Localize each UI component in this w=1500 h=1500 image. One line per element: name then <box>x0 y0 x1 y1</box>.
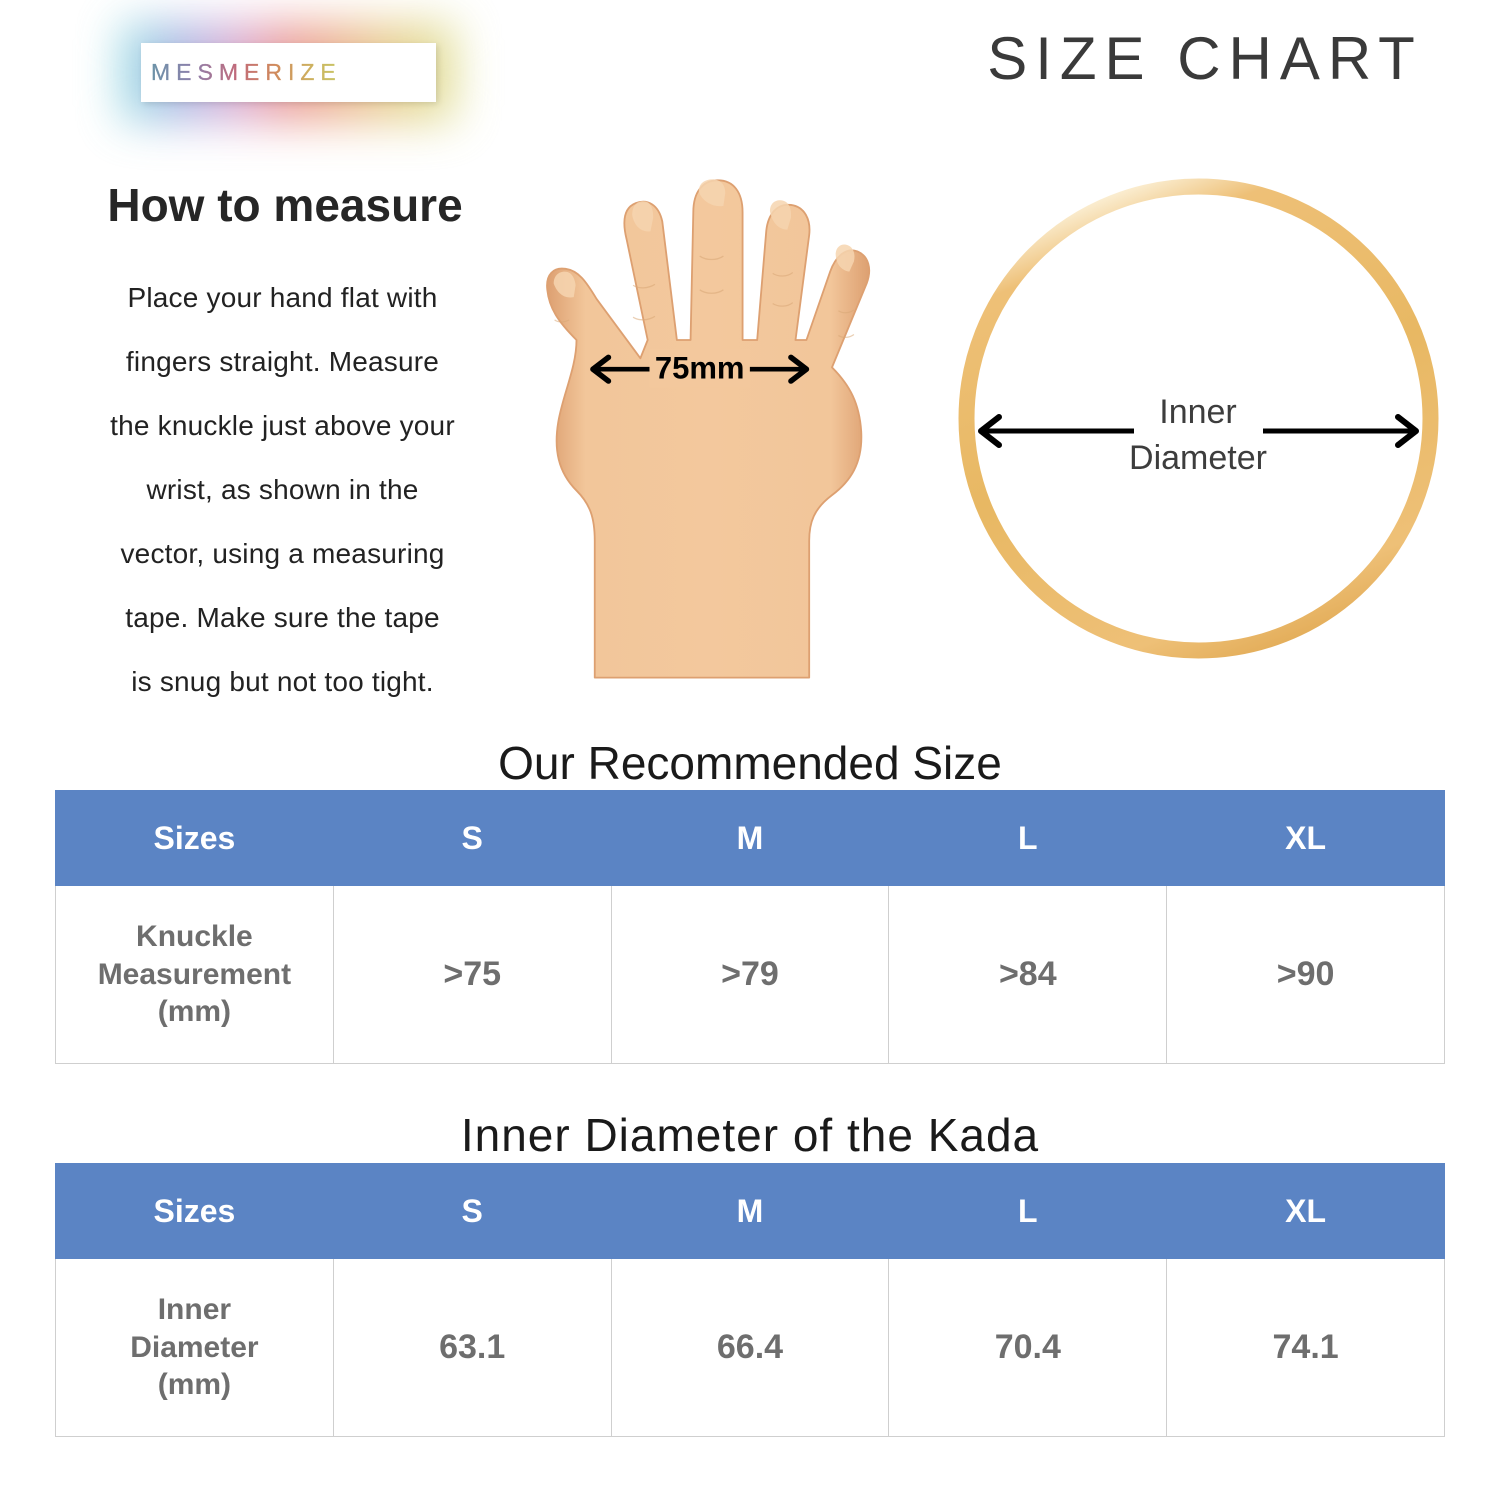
svg-text:Inner: Inner <box>1159 393 1237 431</box>
svg-text:75mm: 75mm <box>655 350 745 385</box>
svg-text:MESMERIZE: MESMERIZE <box>151 59 342 85</box>
svg-text:Diameter: Diameter <box>1129 439 1267 477</box>
